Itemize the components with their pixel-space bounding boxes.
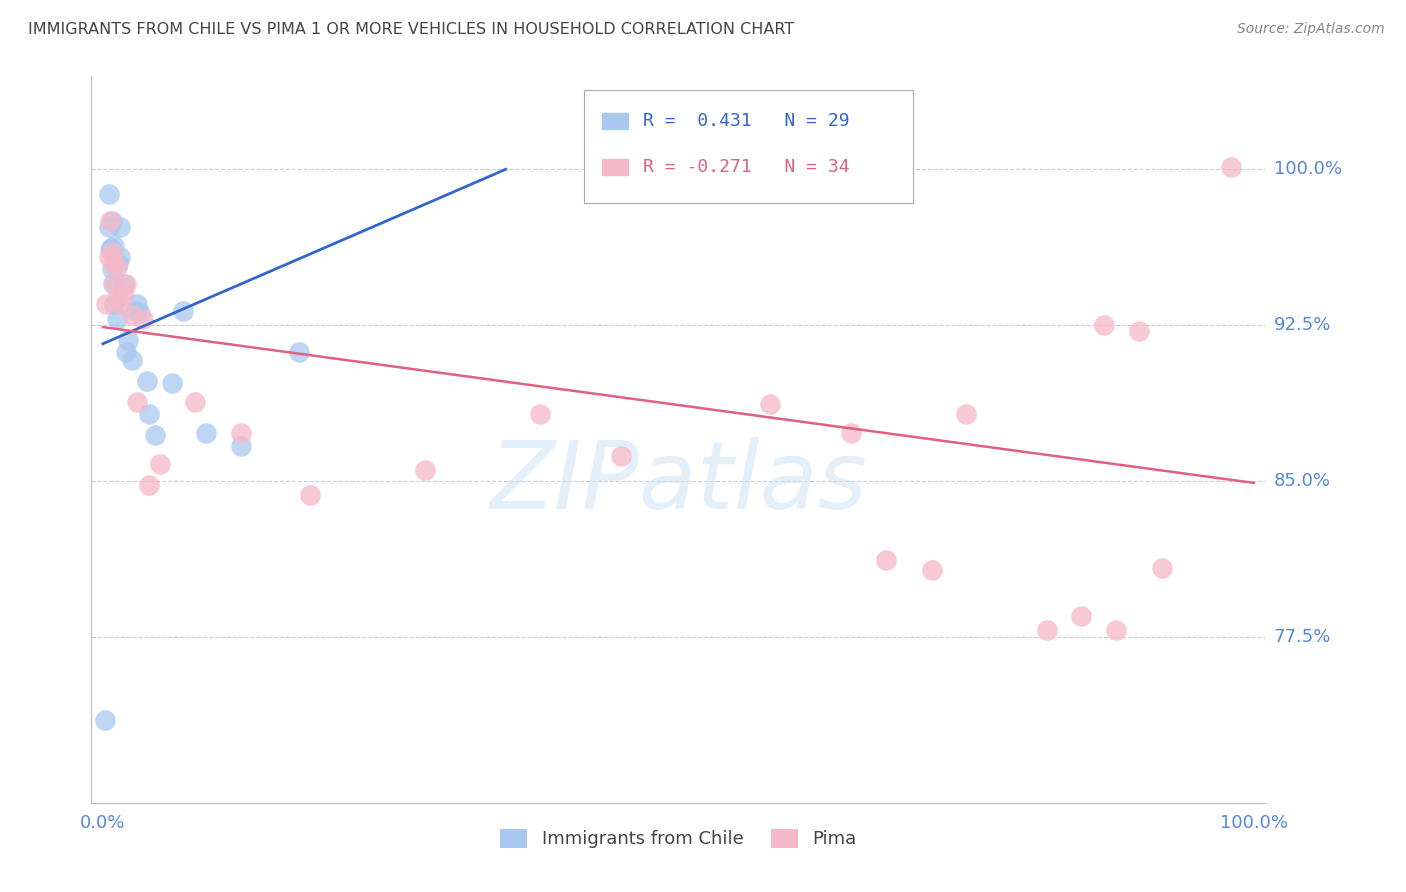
- Text: 77.5%: 77.5%: [1274, 628, 1331, 646]
- Point: [195, 426, 218, 441]
- Text: Source: ZipAtlas.com: Source: ZipAtlas.com: [1237, 22, 1385, 37]
- Point: [299, 488, 322, 502]
- Point: [759, 397, 782, 411]
- Point: [121, 353, 143, 368]
- Point: [138, 478, 160, 492]
- Point: [839, 426, 862, 441]
- Point: [103, 297, 125, 311]
- Point: [107, 291, 129, 305]
- Point: [97, 220, 120, 235]
- FancyBboxPatch shape: [602, 159, 628, 175]
- Point: [955, 408, 977, 422]
- Point: [97, 187, 120, 202]
- Text: IMMIGRANTS FROM CHILE VS PIMA 1 OR MORE VEHICLES IN HOUSEHOLD CORRELATION CHART: IMMIGRANTS FROM CHILE VS PIMA 1 OR MORE …: [28, 22, 794, 37]
- Point: [115, 277, 138, 291]
- Point: [1150, 561, 1173, 575]
- Point: [172, 303, 194, 318]
- Point: [101, 214, 124, 228]
- Point: [135, 374, 157, 388]
- Point: [287, 345, 309, 359]
- Point: [1070, 608, 1092, 623]
- Point: [103, 239, 125, 253]
- Point: [98, 244, 121, 258]
- Point: [108, 297, 131, 311]
- Point: [101, 245, 124, 260]
- Point: [143, 428, 166, 442]
- Text: ZIPatlas: ZIPatlas: [489, 437, 868, 528]
- Point: [921, 563, 943, 577]
- Point: [1105, 624, 1128, 638]
- Point: [229, 438, 252, 452]
- Text: 100.0%: 100.0%: [1274, 161, 1341, 178]
- Point: [184, 395, 207, 409]
- Point: [117, 333, 139, 347]
- Point: [413, 463, 436, 477]
- Point: [94, 713, 117, 727]
- Point: [1219, 160, 1241, 174]
- Point: [127, 297, 149, 311]
- Text: R =  0.431   N = 29: R = 0.431 N = 29: [643, 112, 849, 130]
- Point: [98, 214, 121, 228]
- Point: [529, 408, 551, 422]
- Point: [107, 256, 129, 270]
- Point: [112, 277, 135, 291]
- Point: [108, 220, 131, 235]
- FancyBboxPatch shape: [602, 113, 628, 128]
- Point: [160, 376, 183, 391]
- Text: 92.5%: 92.5%: [1274, 316, 1331, 334]
- Point: [132, 311, 155, 326]
- FancyBboxPatch shape: [585, 90, 912, 203]
- Point: [100, 241, 122, 255]
- Point: [229, 426, 252, 441]
- Point: [103, 256, 125, 270]
- Point: [875, 553, 897, 567]
- Point: [124, 303, 146, 318]
- Point: [115, 345, 138, 359]
- Point: [127, 395, 149, 409]
- Text: 85.0%: 85.0%: [1274, 472, 1330, 490]
- Point: [96, 297, 118, 311]
- Point: [610, 449, 633, 463]
- Point: [105, 260, 128, 274]
- Point: [112, 286, 135, 301]
- Point: [103, 277, 125, 291]
- Point: [138, 408, 160, 422]
- Point: [101, 262, 124, 277]
- Point: [1092, 318, 1115, 332]
- Text: R = -0.271   N = 34: R = -0.271 N = 34: [643, 158, 849, 176]
- Point: [103, 277, 125, 291]
- Point: [105, 311, 128, 326]
- Point: [1035, 624, 1057, 638]
- Point: [108, 250, 131, 264]
- Legend: Immigrants from Chile, Pima: Immigrants from Chile, Pima: [494, 822, 863, 855]
- Point: [121, 308, 143, 322]
- Point: [1128, 324, 1150, 338]
- Point: [128, 305, 150, 319]
- Point: [97, 250, 120, 264]
- Point: [149, 457, 172, 471]
